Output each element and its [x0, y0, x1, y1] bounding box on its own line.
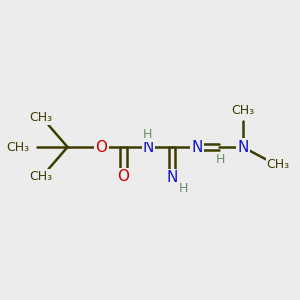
- Text: N: N: [237, 140, 248, 154]
- Text: CH₃: CH₃: [29, 111, 52, 124]
- Text: H: H: [142, 128, 152, 141]
- Text: CH₃: CH₃: [29, 170, 52, 183]
- Text: O: O: [118, 169, 130, 184]
- Text: CH₃: CH₃: [266, 158, 289, 171]
- Text: N: N: [167, 170, 178, 185]
- Text: O: O: [95, 140, 107, 154]
- Text: CH₃: CH₃: [231, 104, 254, 117]
- Text: N: N: [143, 140, 154, 154]
- Text: H: H: [216, 153, 225, 166]
- Text: CH₃: CH₃: [6, 141, 29, 154]
- Text: N: N: [191, 140, 203, 154]
- Text: H: H: [178, 182, 188, 195]
